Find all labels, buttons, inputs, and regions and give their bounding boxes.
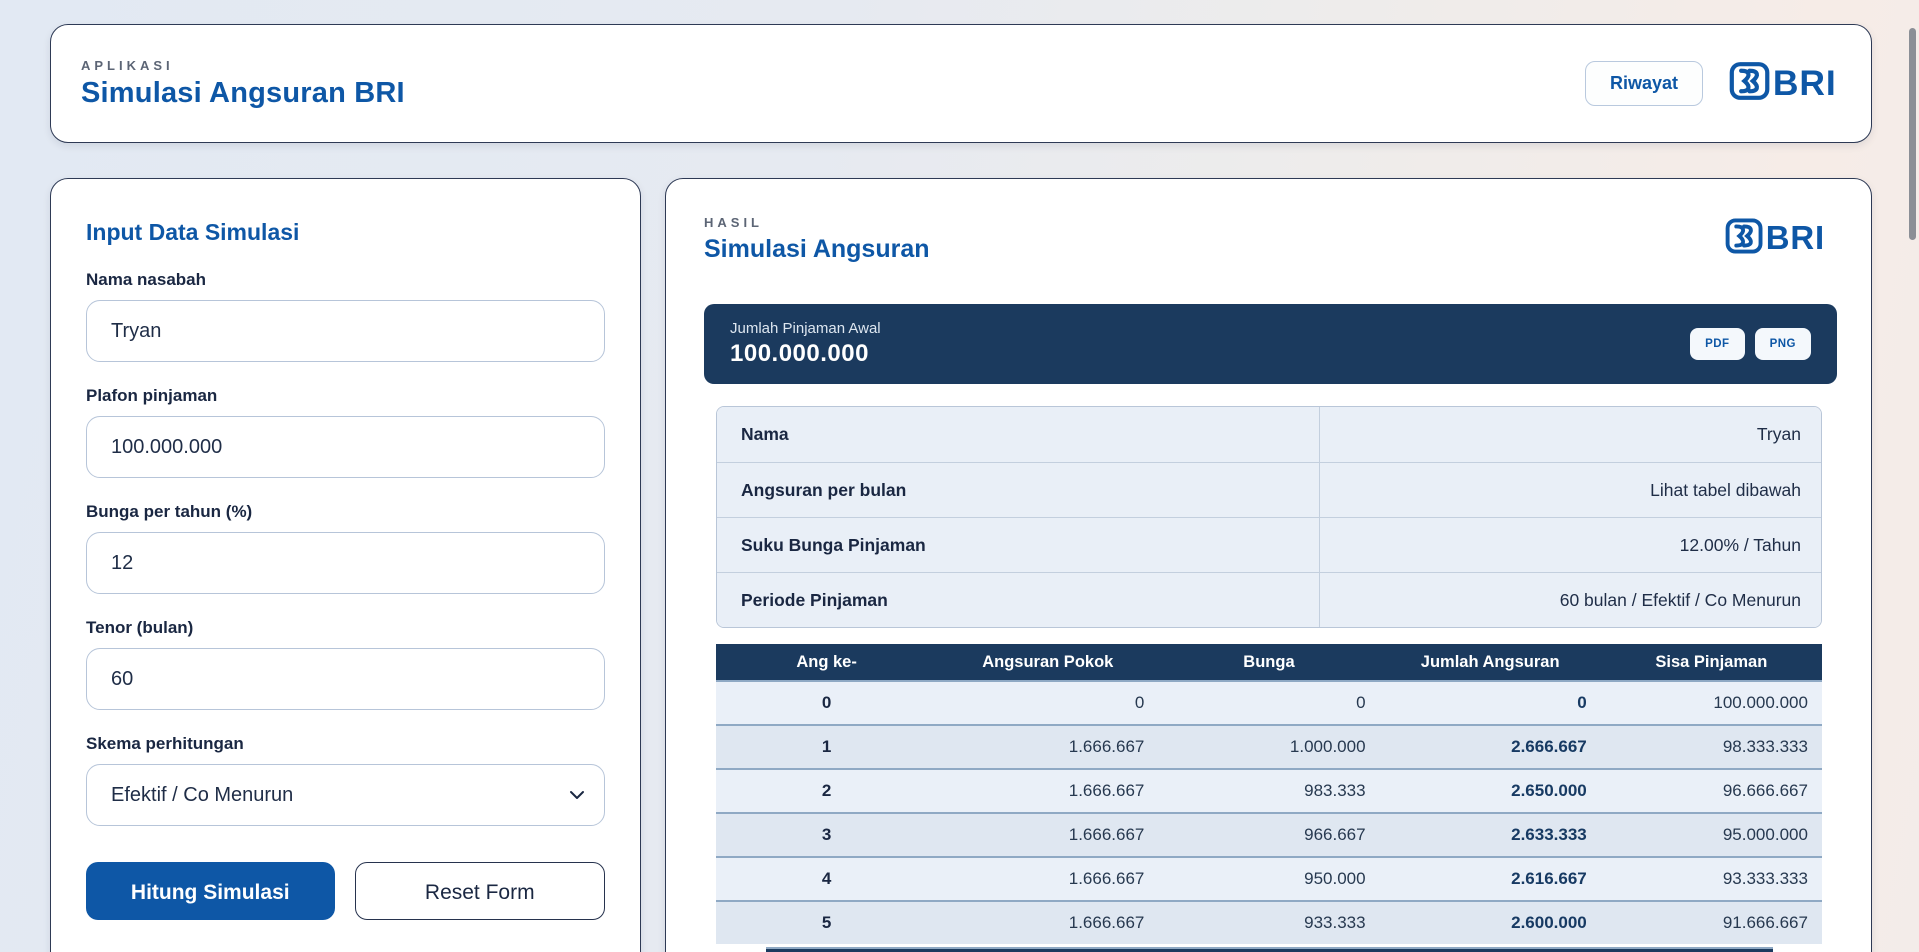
cell-angsuran-pokok: 1.666.667 xyxy=(1068,781,1145,800)
summary-row: Periode Pinjaman 60 bulan / Efektif / Co… xyxy=(717,572,1821,627)
cell-angsuran-pokok: 1.666.667 xyxy=(1068,737,1145,756)
bunga-per-tahun-input[interactable] xyxy=(86,532,605,594)
amortization-header-cell: Angsuran Pokok xyxy=(982,652,1114,671)
form-buttons: Hitung Simulasi Reset Form xyxy=(86,862,605,920)
cell-jumlah-angsuran: 2.616.667 xyxy=(1511,869,1587,888)
loan-amount-banner: Jumlah Pinjaman Awal 100.000.000 PDF PNG xyxy=(704,304,1837,384)
page-scrollbar-thumb[interactable] xyxy=(1909,28,1916,240)
summary-row: Suku Bunga Pinjaman 12.00% / Tahun xyxy=(717,517,1821,572)
cell-ang-ke: 5 xyxy=(821,913,832,932)
bri-logo: BRI xyxy=(1729,59,1841,108)
cell-ang-ke: 1 xyxy=(821,737,832,756)
reset-form-button[interactable]: Reset Form xyxy=(354,862,605,920)
summary-row: Nama Tryan xyxy=(717,407,1821,462)
cell-jumlah-angsuran: 2.666.667 xyxy=(1511,737,1587,756)
plafon-pinjaman-label: Plafon pinjaman xyxy=(86,386,218,405)
cell-sisa-pinjaman: 91.666.667 xyxy=(1722,913,1808,932)
result-panel: HASIL Simulasi Angsuran BRI Jumlah Pinja… xyxy=(665,178,1872,952)
table-row: 1 1.666.667 1.000.000 2.666.667 98.333.3… xyxy=(716,724,1822,768)
export-buttons: PDF PNG xyxy=(1690,328,1811,360)
cell-ang-ke: 4 xyxy=(821,869,832,888)
export-pdf-button[interactable]: PDF xyxy=(1690,328,1745,360)
svg-text:BRI: BRI xyxy=(1766,219,1825,256)
riwayat-button[interactable]: Riwayat xyxy=(1584,61,1703,106)
summary-label: Periode Pinjaman xyxy=(717,573,1320,627)
input-panel: Input Data Simulasi Nama nasabah Plafon … xyxy=(50,178,641,952)
amortization-header-cell: Ang ke- xyxy=(796,652,857,671)
cell-ang-ke: 3 xyxy=(821,825,832,844)
cell-sisa-pinjaman: 100.000.000 xyxy=(1713,693,1808,712)
result-title: Simulasi Angsuran xyxy=(704,235,930,263)
summary-value: Lihat tabel dibawah xyxy=(1650,479,1801,500)
result-title-block: HASIL Simulasi Angsuran xyxy=(704,215,930,264)
cell-jumlah-angsuran: 2.650.000 xyxy=(1511,781,1587,800)
bunga-per-tahun-label: Bunga per tahun (%) xyxy=(86,502,253,521)
cell-sisa-pinjaman: 93.333.333 xyxy=(1722,869,1808,888)
amortization-header-cell: Bunga xyxy=(1243,652,1295,671)
svg-text:BRI: BRI xyxy=(1773,63,1837,103)
nama-nasabah-label: Nama nasabah xyxy=(86,270,206,289)
table-row: 5 1.666.667 933.333 2.600.000 91.666.667 xyxy=(716,900,1822,944)
table-row: 4 1.666.667 950.000 2.616.667 93.333.333 xyxy=(716,856,1822,900)
summary-value: Tryan xyxy=(1756,424,1801,444)
amortization-header-cell: Jumlah Angsuran xyxy=(1420,652,1560,671)
skema-perhitungan-label: Skema perhitungan xyxy=(86,734,244,753)
cell-bunga: 950.000 xyxy=(1304,869,1366,888)
plafon-pinjaman-input[interactable] xyxy=(86,416,605,478)
tenor-label: Tenor (bulan) xyxy=(86,618,194,637)
cell-sisa-pinjaman: 95.000.000 xyxy=(1722,825,1808,844)
skema-perhitungan-select[interactable]: Efektif / Co Menurun xyxy=(86,764,605,826)
cell-jumlah-angsuran: 2.633.333 xyxy=(1511,825,1587,844)
header-actions: Riwayat BRI xyxy=(1584,59,1841,108)
cell-sisa-pinjaman: 98.333.333 xyxy=(1722,737,1808,756)
table-row: 0 0 0 0 100.000.000 xyxy=(716,680,1822,724)
cell-angsuran-pokok: 0 xyxy=(1134,693,1145,712)
cell-bunga: 966.667 xyxy=(1304,825,1366,844)
skema-select-wrap: Efektif / Co Menurun xyxy=(86,764,605,826)
cell-ang-ke: 2 xyxy=(821,781,832,800)
bri-logo-result: BRI xyxy=(1725,215,1829,262)
cell-bunga: 983.333 xyxy=(1304,781,1366,800)
cell-angsuran-pokok: 1.666.667 xyxy=(1068,825,1145,844)
cell-angsuran-pokok: 1.666.667 xyxy=(1068,913,1145,932)
page-title: Simulasi Angsuran BRI xyxy=(81,76,405,109)
cell-bunga: 0 xyxy=(1356,693,1366,712)
amortization-table: Ang ke- Angsuran Pokok Bunga Jumlah Angsura… xyxy=(716,644,1822,952)
next-row-clipped-strip xyxy=(766,947,1773,952)
amortization-body: 0 0 0 0 100.000.000 1 1.666.667 1.000.00… xyxy=(716,680,1822,944)
amortization-header: Ang ke- Angsuran Pokok Bunga Jumlah Angsura… xyxy=(716,644,1822,680)
header-eyebrow: APLIKASI xyxy=(81,57,174,73)
cell-jumlah-angsuran: 2.600.000 xyxy=(1511,913,1587,932)
export-png-button[interactable]: PNG xyxy=(1754,328,1811,360)
result-header: HASIL Simulasi Angsuran BRI xyxy=(666,215,1871,264)
summary-label: Angsuran per bulan xyxy=(717,463,1320,517)
tenor-input[interactable] xyxy=(86,648,605,710)
summary-table: Nama Tryan Angsuran per bulan Lihat tabe… xyxy=(716,406,1822,628)
cell-ang-ke: 0 xyxy=(821,693,832,712)
summary-label: Suku Bunga Pinjaman xyxy=(717,518,1320,572)
summary-value: 12.00% / Tahun xyxy=(1679,534,1801,555)
hitung-simulasi-button[interactable]: Hitung Simulasi xyxy=(86,862,335,920)
result-eyebrow: HASIL xyxy=(704,215,763,230)
banner-amount: 100.000.000 xyxy=(730,340,869,367)
nama-nasabah-input[interactable] xyxy=(86,300,605,362)
summary-value: 60 bulan / Efektif / Co Menurun xyxy=(1559,589,1801,610)
form-heading: Input Data Simulasi xyxy=(86,219,300,245)
table-row: 3 1.666.667 966.667 2.633.333 95.000.000 xyxy=(716,812,1822,856)
banner-label: Jumlah Pinjaman Awal xyxy=(730,320,881,337)
cell-jumlah-angsuran: 0 xyxy=(1577,693,1587,712)
banner-text-block: Jumlah Pinjaman Awal 100.000.000 xyxy=(730,320,881,368)
cell-bunga: 933.333 xyxy=(1304,913,1366,932)
summary-label: Nama xyxy=(717,407,1320,462)
amortization-header-cell: Sisa Pinjaman xyxy=(1655,652,1768,671)
cell-bunga: 1.000.000 xyxy=(1289,737,1366,756)
summary-row: Angsuran per bulan Lihat tabel dibawah xyxy=(717,462,1821,517)
cell-sisa-pinjaman: 96.666.667 xyxy=(1722,781,1808,800)
header-card: APLIKASI Simulasi Angsuran BRI Riwayat B… xyxy=(50,24,1872,143)
cell-angsuran-pokok: 1.666.667 xyxy=(1068,869,1145,888)
table-row: 2 1.666.667 983.333 2.650.000 96.666.667 xyxy=(716,768,1822,812)
header-title-block: APLIKASI Simulasi Angsuran BRI xyxy=(81,58,405,110)
